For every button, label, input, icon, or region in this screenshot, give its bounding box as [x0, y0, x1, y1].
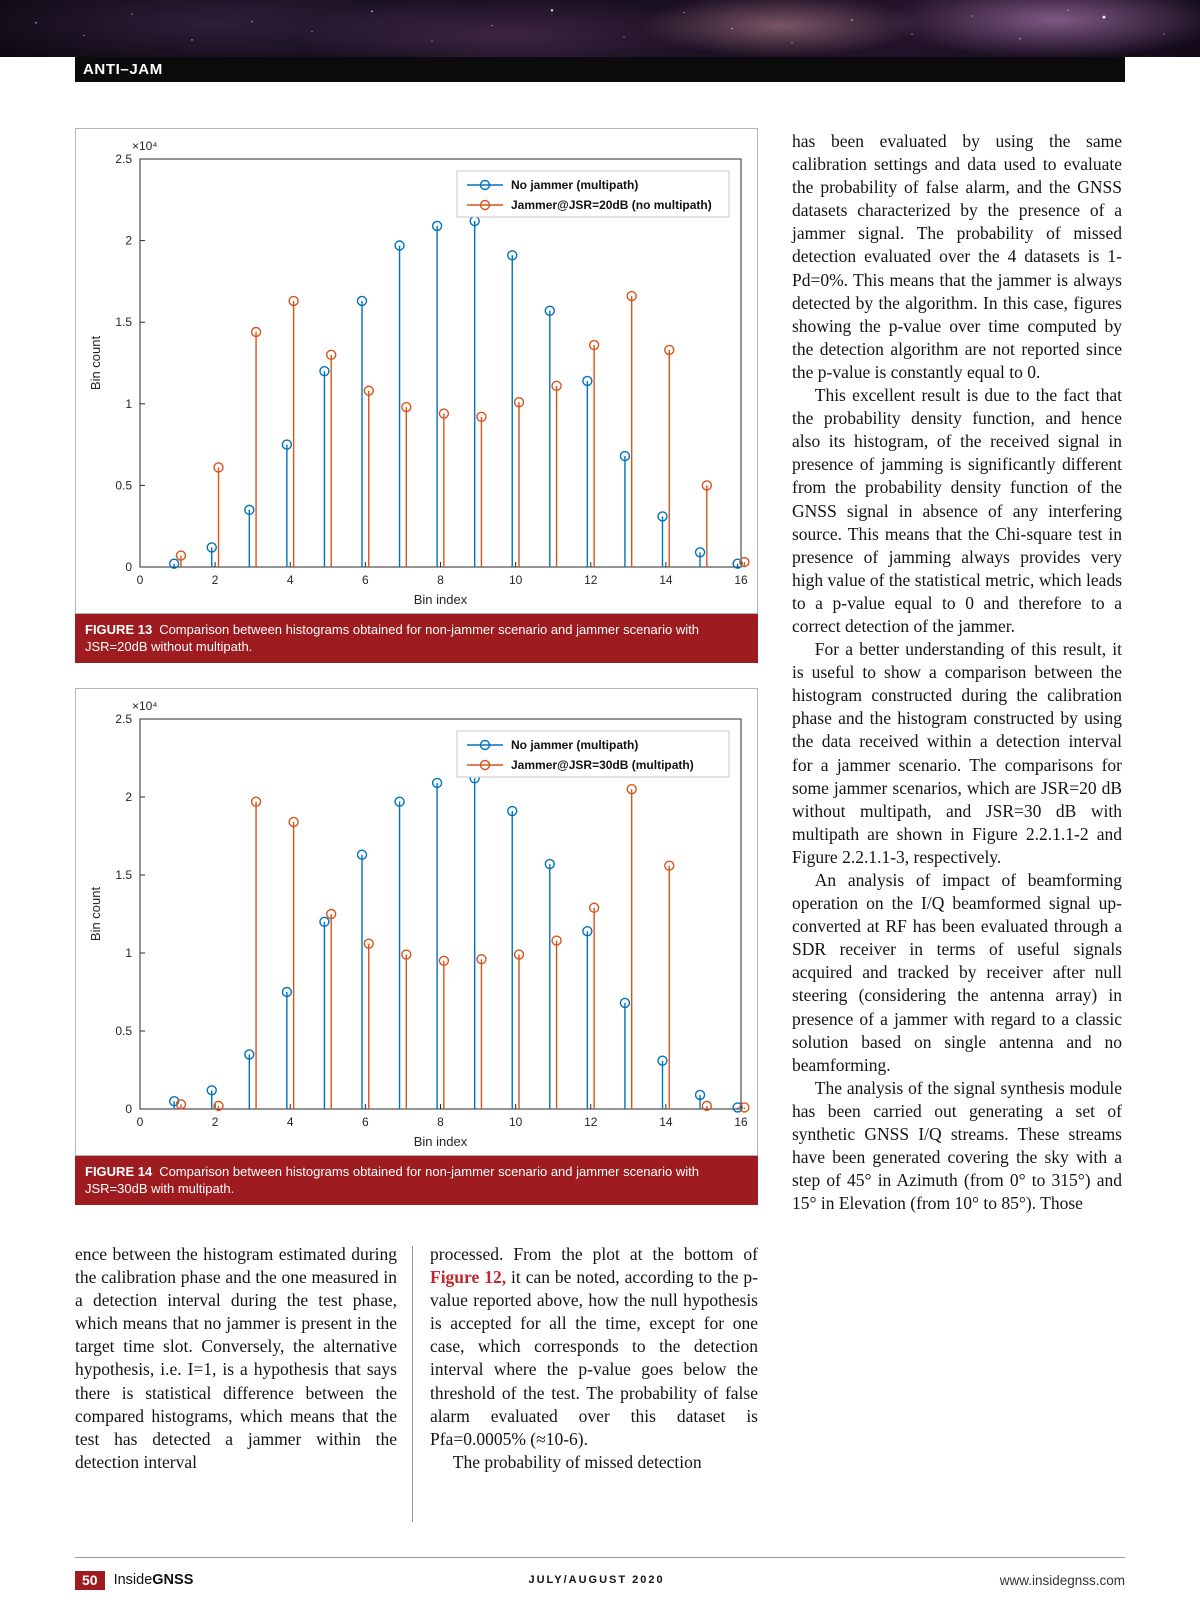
- svg-text:2: 2: [212, 1115, 219, 1129]
- svg-text:1.5: 1.5: [115, 315, 132, 329]
- figure-14: 0 2 4 6 8 10 12 14 16 0 0.5 1 1.5 2 2.5 ×10⁴ Bin index Bi…: [75, 688, 758, 1206]
- svg-text:×10⁴: ×10⁴: [132, 699, 158, 713]
- svg-text:6: 6: [362, 573, 369, 587]
- svg-text:0.5: 0.5: [115, 478, 132, 492]
- svg-text:10: 10: [509, 573, 523, 587]
- body-paragraph: This excellent result is due to the fact…: [792, 385, 1122, 636]
- body-paragraph: The probability of missed detection: [452, 1451, 702, 1472]
- figure-13-caption: FIGURE 13 Comparison between histograms o…: [75, 614, 758, 664]
- right-column: has been evaluated by using the same cal…: [792, 130, 1122, 1215]
- svg-text:1: 1: [125, 946, 132, 960]
- body-text-segment: processed. From the plot at the bottom o…: [430, 1244, 758, 1264]
- svg-text:1.5: 1.5: [115, 868, 132, 882]
- body-text-segment: it can be noted, according to the p-valu…: [430, 1267, 758, 1449]
- svg-text:14: 14: [659, 1115, 673, 1129]
- svg-text:Jammer@JSR=20dB (no multipath): Jammer@JSR=20dB (no multipath): [511, 198, 712, 212]
- svg-text:0: 0: [125, 1102, 132, 1116]
- figure-13-stem-chart: 0 2 4 6 8 10 12 14 16 0 0.5 1 1.5 2 2.5×10⁴ Bin index Bi…: [88, 139, 750, 607]
- figure-13-chart-box: 0 2 4 6 8 10 12 14 16 0 0.5 1 1.5 2 2.5 ×10⁴ Bin index Bi…: [75, 128, 758, 614]
- body-paragraph: The analysis of the signal synthesis mod…: [792, 1077, 1122, 1214]
- svg-text:0: 0: [125, 560, 132, 574]
- svg-text:8: 8: [437, 1115, 444, 1129]
- footer-left: 50 InsideGNSS: [75, 1570, 194, 1590]
- svg-text:No jammer (multipath): No jammer (multipath): [511, 738, 638, 752]
- svg-text:Bin count: Bin count: [88, 887, 103, 942]
- footer-rule: [75, 1557, 1125, 1558]
- svg-text:No jammer (multipath): No jammer (multipath): [511, 178, 638, 192]
- page-number-badge: 50: [75, 1570, 105, 1590]
- section-label: ANTI–JAM: [83, 61, 163, 78]
- bottom-left-column: ence between the histogram estimated dur…: [75, 1243, 397, 1474]
- section-bar: ANTI–JAM: [75, 57, 1125, 82]
- figure-13-caption-label: FIGURE 13: [85, 622, 153, 637]
- svg-text:2.5: 2.5: [115, 152, 132, 166]
- figure-14-caption-label: FIGURE 14: [85, 1164, 153, 1179]
- body-paragraph: An analysis of impact of beamforming ope…: [792, 870, 1122, 1075]
- footer: 50 InsideGNSS JULY/AUGUST 2020 www.insid…: [75, 1567, 1125, 1593]
- svg-text:×10⁴: ×10⁴: [132, 139, 158, 153]
- brand-prefix: Inside: [113, 1572, 153, 1588]
- body-paragraph: processed. From the plot at the bottom o…: [430, 1243, 758, 1451]
- svg-text:Bin index: Bin index: [414, 1134, 468, 1149]
- svg-text:12: 12: [584, 1115, 598, 1129]
- svg-text:14: 14: [659, 573, 673, 587]
- svg-text:0.5: 0.5: [115, 1024, 132, 1038]
- starfield-banner-image: [0, 0, 1200, 57]
- body-paragraph: For a better understanding of this resul…: [792, 639, 1122, 867]
- svg-text:2.5: 2.5: [115, 712, 132, 726]
- svg-text:0: 0: [137, 573, 144, 587]
- magazine-brand: InsideGNSS: [114, 1572, 194, 1588]
- brand-suffix: GNSS: [152, 1572, 194, 1588]
- svg-text:Bin index: Bin index: [414, 592, 468, 607]
- figure-12-reference: Figure 12,: [430, 1267, 507, 1288]
- svg-text:6: 6: [362, 1115, 369, 1129]
- svg-text:16: 16: [734, 1115, 748, 1129]
- figure-13-caption-text: Comparison between histograms obtained f…: [85, 622, 699, 655]
- svg-text:2: 2: [212, 573, 219, 587]
- website-url: www.insidegnss.com: [999, 1572, 1125, 1588]
- figure-13: 0 2 4 6 8 10 12 14 16 0 0.5 1 1.5 2 2.5 ×10⁴ Bin index Bi…: [75, 128, 758, 664]
- svg-text:8: 8: [437, 573, 444, 587]
- svg-text:Bin count: Bin count: [88, 336, 103, 391]
- figure-14-chart-box: 0 2 4 6 8 10 12 14 16 0 0.5 1 1.5 2 2.5 ×10⁴ Bin index Bi…: [75, 688, 758, 1156]
- column-divider-rule: [412, 1246, 413, 1522]
- figure-14-caption-text: Comparison between histograms obtained f…: [85, 1164, 699, 1197]
- svg-text:4: 4: [287, 573, 294, 587]
- svg-text:4: 4: [287, 1115, 294, 1129]
- issue-date: JULY/AUGUST 2020: [528, 1574, 665, 1586]
- svg-text:2: 2: [125, 790, 132, 804]
- svg-text:16: 16: [734, 573, 748, 587]
- svg-text:0: 0: [137, 1115, 144, 1129]
- bottom-middle-column: processed. From the plot at the bottom o…: [430, 1243, 758, 1474]
- body-paragraph: has been evaluated by using the same cal…: [792, 131, 1122, 382]
- body-paragraph: ence between the histogram estimated dur…: [75, 1244, 397, 1472]
- svg-text:Jammer@JSR=30dB (multipath): Jammer@JSR=30dB (multipath): [511, 758, 694, 772]
- figure-14-stem-chart: 0 2 4 6 8 10 12 14 16 0 0.5 1 1.5 2 2.5×10⁴ Bin index Bi…: [88, 699, 750, 1149]
- svg-text:12: 12: [584, 573, 598, 587]
- svg-text:10: 10: [509, 1115, 523, 1129]
- figure-14-caption: FIGURE 14 Comparison between histograms o…: [75, 1156, 758, 1206]
- svg-text:2: 2: [125, 234, 132, 248]
- svg-text:1: 1: [125, 397, 132, 411]
